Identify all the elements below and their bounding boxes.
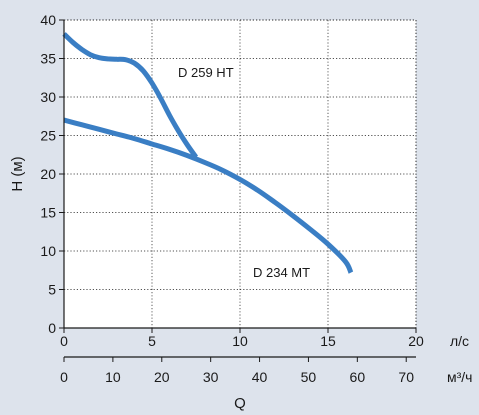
- x-tick-label-secondary: 70: [398, 369, 414, 385]
- y-axis-title: H (м): [9, 156, 26, 191]
- x-tick-label-secondary: 40: [252, 369, 268, 385]
- x-tick-label-secondary: 0: [60, 369, 68, 385]
- x-tick-label-secondary: 30: [203, 369, 219, 385]
- x-tick-label-primary: 20: [408, 333, 424, 349]
- axes: [59, 19, 417, 362]
- y-tick-label: 35: [40, 51, 56, 67]
- series-label-1: D 259 HT: [178, 65, 234, 80]
- y-tick-label: 0: [48, 320, 56, 336]
- series-label-2: D 234 MT: [253, 265, 310, 280]
- series-line-1: [62, 32, 199, 159]
- x-tick-label-secondary: 50: [301, 369, 317, 385]
- x-axis-title: Q: [234, 395, 246, 412]
- y-tick-label: 15: [40, 205, 56, 221]
- x-tick-label-primary: 5: [148, 333, 156, 349]
- x-tick-label-primary: 10: [232, 333, 248, 349]
- labels: 0 5 10 15 20 25 30 35 40 0 5 10 15 20 0 10 20 30 40 50 60 70 л…: [9, 12, 472, 412]
- x-tick-label-primary: 0: [60, 333, 68, 349]
- grid: [64, 19, 417, 328]
- x-unit-secondary: м³/ч: [447, 369, 472, 385]
- series-line-2: [63, 117, 354, 274]
- y-tick-label: 20: [40, 166, 56, 182]
- x-tick-label-primary: 15: [320, 333, 336, 349]
- series-group: [62, 32, 354, 274]
- x-tick-label-secondary: 10: [105, 369, 121, 385]
- y-tick-label: 30: [40, 89, 56, 105]
- x-tick-label-secondary: 60: [350, 369, 366, 385]
- x-tick-label-secondary: 20: [154, 369, 170, 385]
- y-tick-label: 25: [40, 128, 56, 144]
- y-tick-label: 10: [40, 243, 56, 259]
- y-tick-label: 5: [48, 282, 56, 298]
- y-tick-label: 40: [40, 12, 56, 28]
- x-unit-primary: л/с: [450, 333, 469, 349]
